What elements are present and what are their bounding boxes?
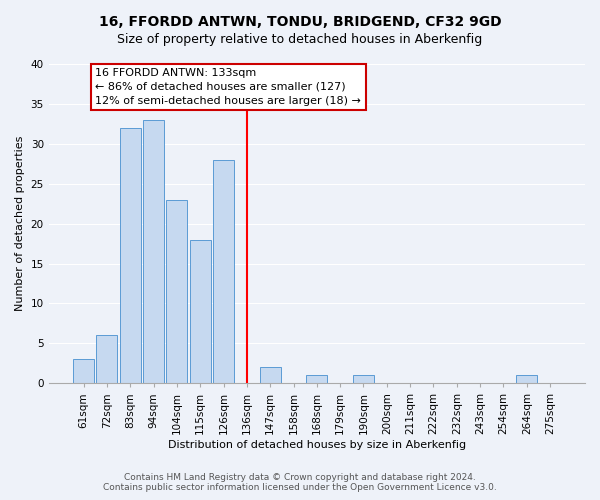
Text: Contains HM Land Registry data © Crown copyright and database right 2024.
Contai: Contains HM Land Registry data © Crown c…: [103, 473, 497, 492]
X-axis label: Distribution of detached houses by size in Aberkenfig: Distribution of detached houses by size …: [168, 440, 466, 450]
Bar: [73, 360, 94, 384]
Text: Size of property relative to detached houses in Aberkenfig: Size of property relative to detached ho…: [118, 32, 482, 46]
Bar: [260, 368, 281, 384]
Bar: [143, 120, 164, 384]
Bar: [97, 336, 118, 384]
Bar: [190, 240, 211, 384]
Bar: [353, 376, 374, 384]
Bar: [166, 200, 187, 384]
Bar: [120, 128, 140, 384]
Bar: [307, 376, 328, 384]
Bar: [516, 376, 537, 384]
Text: 16, FFORDD ANTWN, TONDU, BRIDGEND, CF32 9GD: 16, FFORDD ANTWN, TONDU, BRIDGEND, CF32 …: [98, 15, 502, 29]
Bar: [213, 160, 234, 384]
Y-axis label: Number of detached properties: Number of detached properties: [15, 136, 25, 312]
Text: 16 FFORDD ANTWN: 133sqm
← 86% of detached houses are smaller (127)
12% of semi-d: 16 FFORDD ANTWN: 133sqm ← 86% of detache…: [95, 68, 361, 106]
